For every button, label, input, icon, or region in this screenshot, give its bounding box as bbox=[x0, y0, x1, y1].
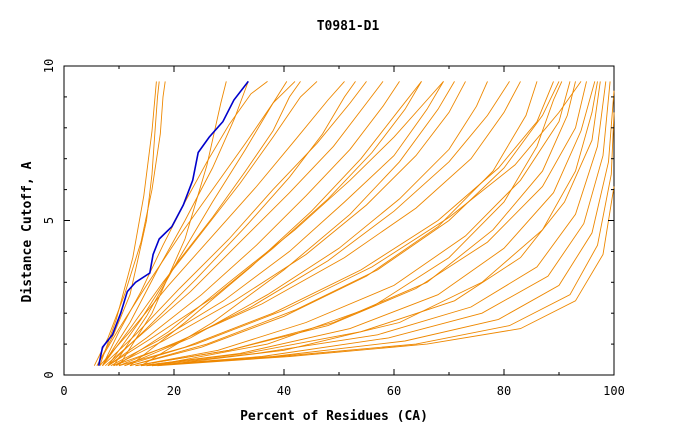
series-line-m33 bbox=[118, 81, 521, 367]
series-line-m29 bbox=[151, 112, 615, 367]
series-line-m01 bbox=[96, 81, 160, 366]
series-line-m19 bbox=[118, 81, 227, 366]
series-line-m23 bbox=[135, 81, 587, 367]
series-line-m14 bbox=[118, 81, 554, 367]
series-line-m30 bbox=[157, 186, 615, 367]
series-line-m39 bbox=[157, 81, 598, 367]
series-line-m28 bbox=[151, 90, 615, 367]
series-line-m17 bbox=[129, 81, 422, 367]
series-line-m27 bbox=[146, 81, 611, 367]
x-tick-label: 100 bbox=[603, 384, 625, 398]
x-tick-label: 80 bbox=[497, 384, 511, 398]
series-line-m11 bbox=[110, 81, 444, 367]
highlight-layer bbox=[97, 80, 249, 366]
series-line-m22 bbox=[135, 81, 571, 367]
highlight-series-line bbox=[97, 80, 249, 366]
x-tick-label: 40 bbox=[277, 384, 291, 398]
series-line-m35 bbox=[107, 81, 356, 367]
series-line-m20 bbox=[113, 81, 288, 366]
x-axis-label: Percent of Residues (CA) bbox=[240, 409, 428, 424]
series-line-m05 bbox=[102, 81, 318, 366]
y-tick-label: 0 bbox=[42, 371, 56, 378]
y-tick-label: 5 bbox=[42, 217, 56, 224]
series-line-m16 bbox=[107, 81, 301, 366]
series-line-m25 bbox=[140, 81, 601, 367]
series-line-m06 bbox=[99, 81, 345, 366]
y-axis-label: Distance Cutoff, A bbox=[20, 161, 35, 302]
series-line-m24 bbox=[140, 81, 596, 367]
series-line-m04 bbox=[96, 81, 296, 366]
series-line-m32 bbox=[124, 81, 582, 367]
series-layer bbox=[93, 81, 615, 367]
x-tick-label: 60 bbox=[387, 384, 401, 398]
series-line-m09 bbox=[107, 81, 400, 367]
series-line-m08 bbox=[105, 81, 384, 367]
series-line-m21 bbox=[129, 81, 538, 367]
series-line-m18 bbox=[140, 81, 455, 367]
series-line-m38 bbox=[151, 81, 563, 367]
axes-layer: 0 20 40 60 80 100 0 5 10 bbox=[42, 59, 625, 398]
series-line-m26 bbox=[146, 81, 607, 367]
x-tick-label: 20 bbox=[167, 384, 181, 398]
series-line-m37 bbox=[135, 81, 576, 367]
series-line-m10 bbox=[107, 81, 422, 367]
x-tick-label: 0 bbox=[60, 384, 67, 398]
series-line-m36 bbox=[102, 81, 249, 366]
y-tick-label: 10 bbox=[42, 59, 56, 73]
series-line-m31 bbox=[129, 81, 560, 367]
series-line-m12 bbox=[113, 81, 466, 367]
series-line-m15 bbox=[116, 81, 444, 367]
series-line-m02 bbox=[93, 81, 166, 366]
chart-title: T0981-D1 bbox=[317, 19, 380, 34]
series-line-m34 bbox=[124, 81, 488, 367]
series-line-m40 bbox=[99, 81, 157, 366]
